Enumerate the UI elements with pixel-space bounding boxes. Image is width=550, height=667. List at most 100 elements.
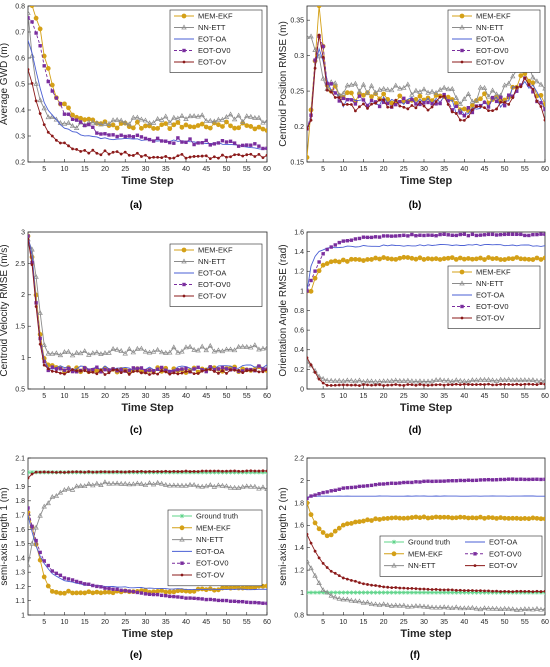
data-point	[477, 84, 484, 90]
data-point	[123, 369, 127, 373]
data-point	[393, 602, 399, 608]
data-point	[240, 369, 245, 373]
legend-label: EOT-OV0	[196, 559, 229, 568]
data-point	[66, 112, 71, 116]
data-point	[320, 530, 326, 535]
data-point	[29, 52, 35, 58]
data-point	[522, 256, 528, 262]
data-point	[316, 53, 322, 59]
data-point	[127, 589, 131, 593]
data-point	[376, 602, 383, 607]
data-point	[164, 155, 168, 158]
y-tick-label: 1.4	[15, 555, 25, 562]
data-point	[446, 103, 450, 106]
data-point	[325, 88, 329, 92]
data-point	[454, 112, 458, 115]
data-point	[215, 482, 222, 488]
data-point	[506, 80, 512, 86]
legend-item: EOT-OV	[174, 292, 226, 301]
data-point	[45, 66, 51, 71]
data-point	[42, 363, 46, 367]
legend-item: EOT-OV	[452, 58, 504, 67]
data-point	[114, 116, 120, 122]
data-point	[397, 590, 402, 595]
data-point	[99, 132, 103, 136]
x-tick-label: 55	[521, 393, 529, 400]
data-point	[195, 123, 201, 128]
y-tick-label: 2	[21, 292, 25, 299]
data-point	[535, 477, 539, 481]
legend-item: MEM-EKF	[174, 246, 233, 255]
series-eot-ov0	[28, 16, 267, 151]
data-point	[341, 576, 345, 580]
data-point	[462, 382, 466, 386]
data-point	[228, 123, 233, 129]
series-eot-ov	[28, 469, 267, 480]
data-point	[155, 126, 161, 131]
data-point	[147, 368, 152, 372]
legend-marker	[181, 24, 187, 30]
data-point	[188, 470, 192, 473]
data-point	[406, 100, 410, 105]
data-point	[534, 255, 540, 261]
data-point	[405, 515, 411, 521]
data-point	[223, 483, 230, 489]
data-point	[91, 470, 95, 474]
data-point	[479, 589, 482, 593]
data-point	[168, 470, 172, 474]
data-point	[510, 377, 516, 383]
data-point	[498, 95, 503, 100]
data-point	[441, 377, 447, 383]
data-point	[422, 233, 426, 238]
legend-label: EOT-OV	[476, 58, 504, 67]
data-point	[417, 603, 423, 609]
data-point	[152, 470, 155, 474]
data-point	[168, 372, 172, 376]
data-point	[172, 156, 176, 160]
legend-marker	[180, 573, 184, 577]
data-point	[73, 125, 80, 130]
data-point	[454, 233, 458, 238]
data-point	[469, 256, 475, 262]
data-point	[345, 577, 349, 581]
data-point	[237, 153, 241, 157]
data-point	[421, 590, 427, 595]
data-point	[483, 383, 486, 386]
data-point	[196, 141, 200, 145]
data-point	[244, 343, 250, 349]
data-point	[442, 479, 446, 483]
data-point	[527, 589, 531, 593]
data-point	[150, 481, 157, 487]
x-tick-label: 25	[400, 166, 408, 173]
data-point	[42, 359, 46, 364]
data-point	[503, 382, 507, 386]
data-point	[66, 588, 71, 594]
data-point	[393, 590, 398, 595]
data-point	[107, 470, 111, 474]
data-point	[65, 348, 72, 354]
data-point	[446, 383, 450, 386]
legend-marker	[182, 282, 186, 287]
data-point	[176, 154, 180, 158]
data-point	[486, 515, 491, 520]
data-point	[75, 369, 79, 373]
data-point	[381, 91, 387, 97]
data-point	[184, 469, 188, 473]
data-point	[515, 85, 519, 89]
data-point	[470, 590, 475, 595]
data-point	[91, 368, 95, 372]
data-point	[453, 377, 459, 383]
data-point	[402, 105, 406, 109]
legend-item: EOT-OA	[452, 291, 504, 300]
data-point	[155, 589, 161, 594]
data-point	[28, 506, 30, 510]
data-point	[377, 104, 382, 109]
data-point	[115, 150, 119, 154]
data-point	[253, 600, 257, 605]
data-point	[378, 584, 382, 588]
data-point	[422, 587, 426, 591]
data-point	[28, 16, 30, 20]
data-point	[176, 595, 180, 599]
data-point	[265, 153, 267, 157]
data-point	[446, 233, 450, 237]
